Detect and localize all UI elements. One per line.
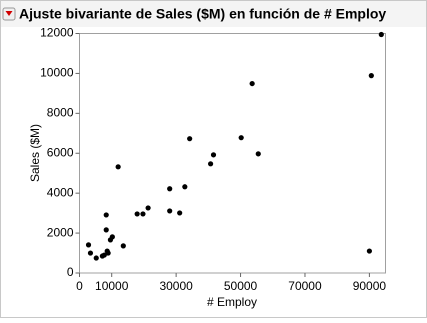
point <box>249 80 255 87</box>
point <box>85 242 92 248</box>
point <box>167 186 173 192</box>
y-tick-label: 2000 <box>47 225 74 239</box>
x-tick-label: 70000 <box>288 279 322 293</box>
x-tick-label: 0 <box>76 279 83 293</box>
point <box>115 164 121 170</box>
point <box>134 211 140 217</box>
chart-title: Ajuste bivariante de Sales ($M) en funci… <box>19 6 386 22</box>
red-triangle-icon[interactable] <box>5 11 13 16</box>
point <box>120 243 126 249</box>
point <box>93 255 99 261</box>
y-tick-label: 8000 <box>47 106 74 120</box>
plot-frame <box>79 33 386 274</box>
title-bar <box>1 1 426 27</box>
point <box>207 161 214 167</box>
x-tick-label: 10000 <box>95 279 129 293</box>
point <box>140 211 146 217</box>
point <box>103 212 109 218</box>
point <box>105 250 111 256</box>
y-tick-label: 6000 <box>47 145 74 159</box>
y-tick-label: 12000 <box>40 26 74 40</box>
point <box>378 31 384 38</box>
point <box>187 136 193 142</box>
point <box>87 250 94 256</box>
x-tick-label: 50000 <box>224 279 258 293</box>
point <box>182 184 188 190</box>
point <box>255 151 261 157</box>
point <box>210 152 217 158</box>
x-axis-label: # Employ <box>207 295 257 309</box>
point <box>167 208 173 214</box>
point <box>145 205 151 211</box>
point <box>238 135 244 141</box>
point <box>366 248 372 254</box>
point <box>107 237 114 243</box>
point <box>103 227 109 233</box>
point <box>368 73 374 79</box>
y-axis-label: Sales ($M) <box>28 124 42 182</box>
y-tick-label: 10000 <box>40 66 74 80</box>
point <box>99 253 105 259</box>
x-tick-label: 90000 <box>353 279 387 293</box>
y-tick-label: 4000 <box>47 185 74 199</box>
x-tick-label: 30000 <box>159 279 193 293</box>
point <box>177 210 183 216</box>
y-tick-label: 0 <box>67 265 74 279</box>
